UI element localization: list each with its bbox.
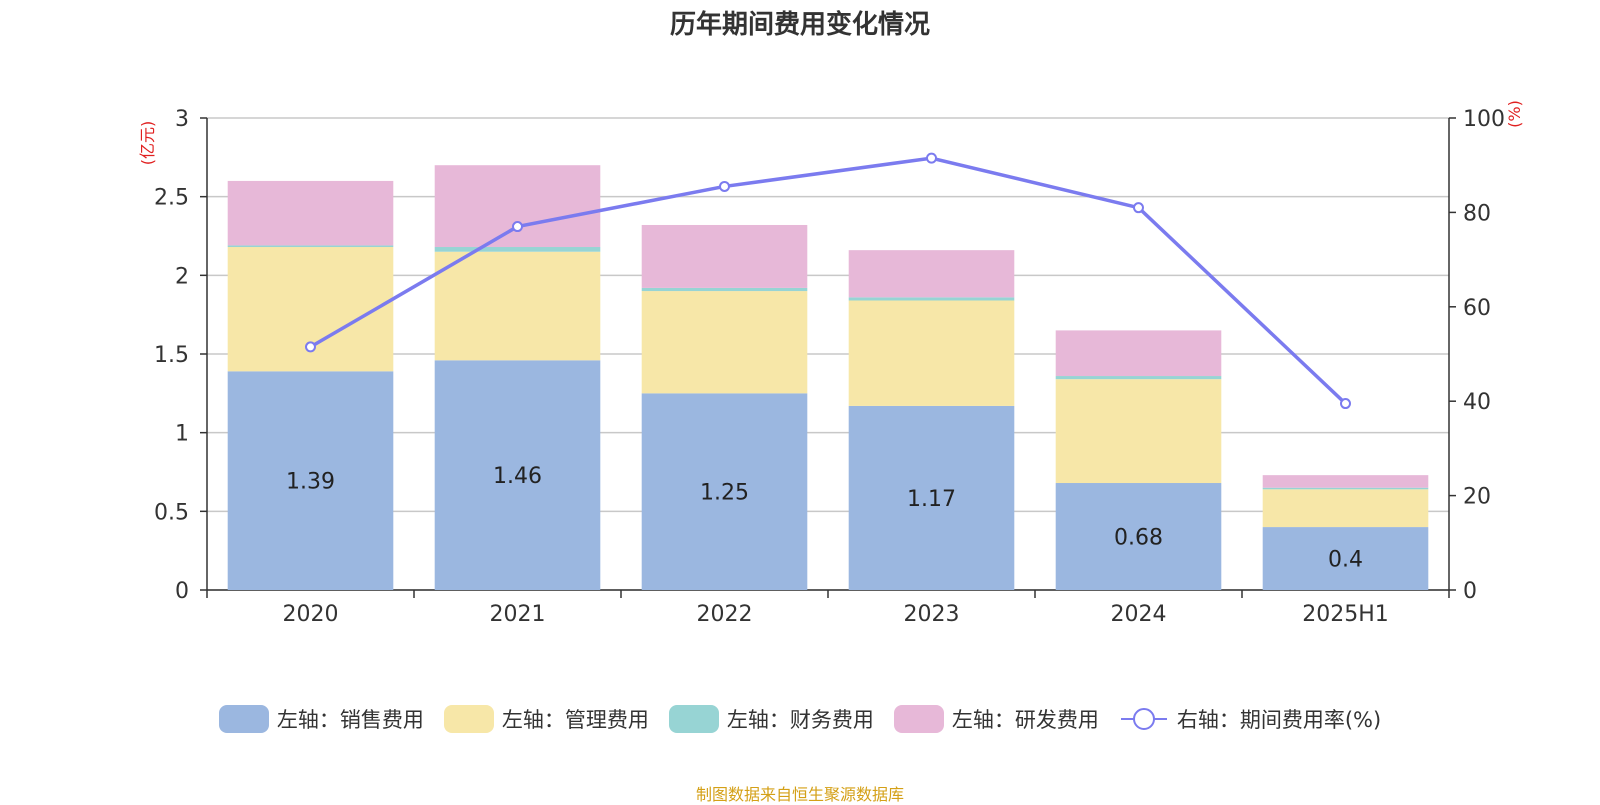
bar-segment-2 <box>848 297 1015 301</box>
x-axis-tick-label: 2024 <box>1111 602 1167 627</box>
expense-ratio-point <box>1133 202 1144 214</box>
x-axis-tick-label: 2020 <box>283 602 339 627</box>
legend-swatch-rd <box>893 705 944 733</box>
bar-segment-2 <box>1055 376 1222 380</box>
legend-item-sales[interactable]: 左轴：销售费用 <box>218 704 424 734</box>
bar-segment-3 <box>1262 475 1429 488</box>
legend-label-rd: 左轴：研发费用 <box>951 708 1099 732</box>
bar-segment-0 <box>641 393 808 590</box>
right-axis-tick-label: 0 <box>1463 579 1477 604</box>
bar-data-label: 1.46 <box>493 464 542 489</box>
bar-data-label: 0.68 <box>1114 526 1163 551</box>
legend-swatch-finance <box>668 705 719 733</box>
bar-segment-2 <box>227 245 394 248</box>
bar-segment-2 <box>1262 487 1429 490</box>
bar-segment-0 <box>1055 483 1222 590</box>
bar-segment-1 <box>641 291 808 394</box>
expense-ratio-point <box>1340 398 1351 410</box>
left-axis-tick-label: 2 <box>175 264 189 289</box>
legend-label-finance: 左轴：财务费用 <box>726 708 874 732</box>
legend: 左轴：销售费用 左轴：管理费用 左轴：财务费用 左轴：研发费用 右轴：期间费用率… <box>0 704 1600 734</box>
bar-segment-1 <box>1262 489 1429 528</box>
bar-segment-2 <box>641 287 808 292</box>
chart-plot: 0 0.5 1 1.5 2 2.5 3 0 20 40 60 80 100 (亿元) (%) 1.39 2020… <box>138 100 1524 627</box>
bar-segment-3 <box>1055 330 1222 377</box>
bar-data-label: 1.17 <box>907 487 956 512</box>
legend-swatch-expense-ratio <box>1120 708 1167 730</box>
legend-label-sales: 左轴：销售费用 <box>276 708 424 732</box>
left-axis-tick-label: 0 <box>175 579 189 604</box>
legend-label-admin: 左轴：管理费用 <box>501 708 649 732</box>
bar-data-label: 0.4 <box>1328 548 1363 573</box>
right-axis-tick-label: 60 <box>1463 296 1491 321</box>
chart-title: 历年期间费用变化情况 <box>669 10 930 40</box>
bar-data-label: 1.39 <box>286 470 335 495</box>
expense-ratio-line <box>309 156 1347 405</box>
bar-segment-1 <box>1055 379 1222 484</box>
bar-data-label: 1.25 <box>700 481 749 506</box>
bar-segment-3 <box>641 224 808 288</box>
bar-segment-1 <box>434 251 601 361</box>
bar-segment-1 <box>227 247 394 372</box>
legend-swatch-sales <box>218 705 269 733</box>
bar-segment-1 <box>848 300 1015 406</box>
x-axis-tick-label: 2021 <box>490 602 546 627</box>
right-axis-tick-label: 100 <box>1463 107 1505 132</box>
left-axis-tick-label: 1.5 <box>154 343 189 368</box>
bar-segment-3 <box>434 165 601 248</box>
right-axis-unit: (%) <box>1505 100 1524 128</box>
bar-segment-3 <box>848 250 1015 298</box>
legend-item-admin[interactable]: 左轴：管理费用 <box>443 704 649 734</box>
bar-segment-0 <box>848 405 1015 590</box>
bar-segment-3 <box>227 180 394 246</box>
source-note: 制图数据来自恒生聚源数据库 <box>695 785 904 804</box>
expense-ratio-point <box>305 341 316 353</box>
x-axis-tick-label: 2023 <box>904 602 960 627</box>
left-axis-tick-label: 3 <box>175 107 189 132</box>
left-axis-tick-label: 2.5 <box>154 186 189 211</box>
bar-segment-2 <box>434 247 601 252</box>
right-axis-tick-label: 80 <box>1463 201 1491 226</box>
bar-segment-0 <box>227 371 394 590</box>
x-axis-tick-label: 2022 <box>697 602 753 627</box>
right-axis-tick-label: 40 <box>1463 390 1491 415</box>
bar-segment-0 <box>434 360 601 590</box>
legend-label-expense-ratio: 右轴：期间费用率(%) <box>1176 708 1382 732</box>
legend-item-finance[interactable]: 左轴：财务费用 <box>668 704 874 734</box>
bar-segment-0 <box>1262 527 1429 590</box>
left-axis-tick-label: 1 <box>175 422 189 447</box>
expense-ratio-point <box>719 180 730 192</box>
right-axis-tick-label: 20 <box>1463 485 1491 510</box>
expense-ratio-point <box>512 221 523 233</box>
legend-item-rd[interactable]: 左轴：研发费用 <box>893 704 1099 734</box>
left-axis-unit: (亿元) <box>138 121 157 166</box>
expense-ratio-point <box>926 152 937 164</box>
legend-swatch-admin <box>443 705 494 733</box>
legend-item-expense-ratio[interactable]: 右轴：期间费用率(%) <box>1119 704 1381 734</box>
x-axis-tick-label: 2025H1 <box>1302 602 1389 627</box>
left-axis-tick-label: 0.5 <box>154 500 189 525</box>
